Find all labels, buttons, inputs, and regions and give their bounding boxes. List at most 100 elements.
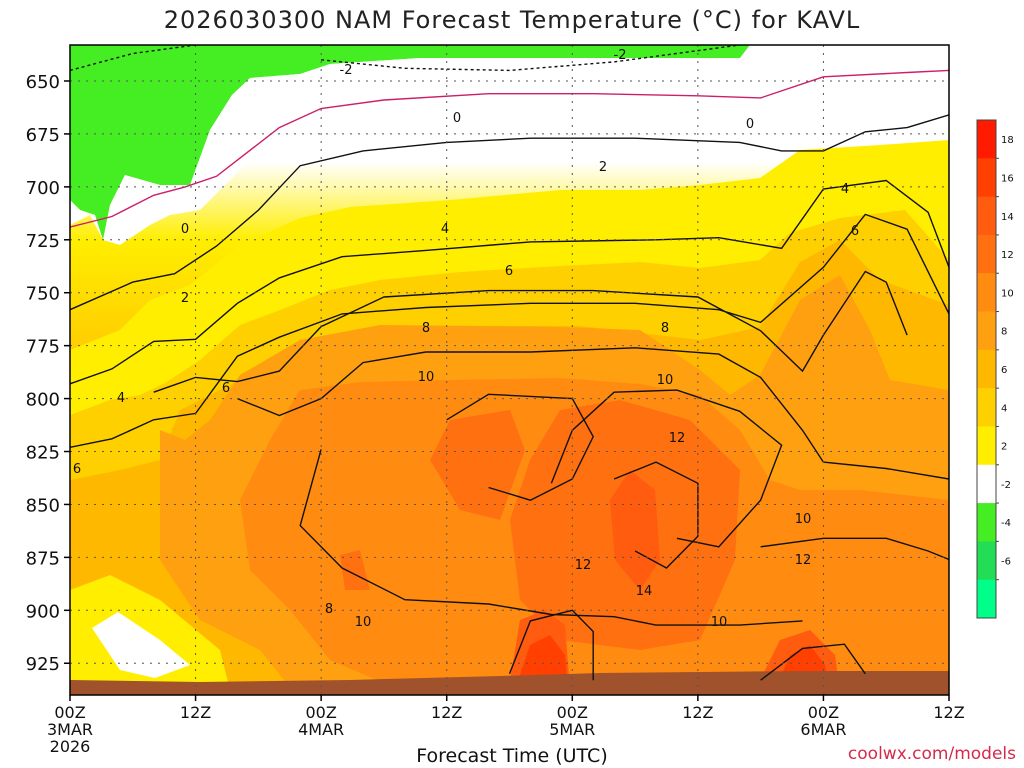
- y-tick-label: 850: [26, 495, 60, 516]
- x-tick-label: 00Z: [808, 703, 839, 722]
- contour-line-4: [70, 179, 949, 385]
- x-tick-date: 4MAR: [298, 720, 344, 739]
- plot-frame: [69, 44, 950, 696]
- contour-label: 6: [73, 462, 81, 477]
- contour-line-0: [70, 69, 949, 228]
- colorbar-label: 18: [1001, 135, 1014, 146]
- colorbar-swatch: [977, 579, 996, 619]
- y-tick-label: 750: [26, 284, 60, 305]
- contour-label: 6: [505, 264, 513, 279]
- colorbar-swatch: [977, 503, 996, 542]
- ground: [70, 671, 949, 695]
- colorbar-swatch: [977, 120, 996, 159]
- contour-label: 4: [117, 391, 125, 406]
- contour-line-2: [70, 114, 949, 311]
- cool-pocket: [70, 575, 230, 690]
- y-axis: 650 675 700 725 750 775 800 825 850 875 900 925: [26, 72, 70, 675]
- contour-line--2: [321, 45, 740, 72]
- warm-region-14a: [610, 470, 660, 590]
- y-tick-label: 700: [26, 178, 60, 199]
- contour-label: 8: [422, 321, 430, 336]
- contour-label: 10: [657, 373, 674, 388]
- contour-label: 6: [222, 381, 230, 396]
- colorbar-swatch: [977, 388, 996, 427]
- contour-line-12: [550, 389, 783, 548]
- y-tick-label: 800: [26, 390, 60, 411]
- colorbar-frame: [976, 119, 997, 619]
- x-tick-label: 12Z: [682, 703, 713, 722]
- y-tick-label: 925: [26, 654, 60, 675]
- colorbar-swatch: [977, 541, 996, 581]
- contour-label: 8: [661, 321, 669, 336]
- x-tick-label: 00Z: [305, 703, 336, 722]
- colorbar-label: -4: [1001, 518, 1011, 529]
- y-tick-label: 725: [26, 231, 60, 252]
- colorbar: 18 16 14 12 10 8 6 4 2 -2 -4 -6: [976, 119, 1014, 619]
- contour-line-14: [508, 609, 594, 681]
- contour-label: 12: [795, 553, 812, 568]
- warm-region-12c: [340, 550, 370, 590]
- contour-line-12: [760, 537, 949, 561]
- y-tick-label: 675: [26, 125, 60, 146]
- colorbar-label: 14: [1001, 212, 1014, 223]
- colorbar-swatch: [977, 158, 996, 198]
- contour-label: 12: [575, 558, 592, 573]
- contour-label: 10: [418, 370, 435, 385]
- contour-label: 0: [746, 117, 754, 132]
- contour-label: 8: [325, 602, 333, 617]
- colorbar-swatch: [977, 196, 996, 236]
- colorbar-swatch: [977, 273, 996, 313]
- x-axis-title: Forecast Time (UTC): [416, 745, 608, 767]
- colorbar-label: -2: [1001, 480, 1011, 491]
- cold-region: [70, 45, 750, 240]
- contour-label: 2: [599, 160, 607, 175]
- contour-label: 0: [181, 222, 189, 237]
- contour-label: 12: [669, 431, 686, 446]
- y-tick-label: 875: [26, 548, 60, 569]
- freezing-pocket: [92, 612, 190, 678]
- colorbar-swatch: [977, 311, 996, 351]
- chart-title: 2026030300 NAM Forecast Temperature (°C)…: [163, 6, 861, 34]
- colorbar-swatch: [977, 464, 996, 504]
- contour-line-8: [153, 270, 908, 393]
- contour-line-12: [446, 393, 594, 501]
- x-tick-label: 12Z: [180, 703, 211, 722]
- contour-label: -2: [614, 48, 627, 63]
- colorbar-label: 12: [1001, 250, 1014, 261]
- colorbar-label: 10: [1001, 288, 1014, 299]
- colorbar-swatch: [977, 349, 996, 389]
- y-tick-label: 900: [26, 601, 60, 622]
- colorbar-label: 8: [1001, 327, 1007, 338]
- contour-label: 6: [851, 224, 859, 239]
- colorbar-swatch: [977, 234, 996, 274]
- colorbar-swatch: [977, 426, 996, 466]
- colorbar-label: 6: [1001, 365, 1007, 376]
- x-tick-date: 3MAR: [47, 720, 93, 739]
- contour-line-6: [70, 213, 949, 448]
- colorbar-label: 4: [1001, 403, 1007, 414]
- x-tick-date: 5MAR: [549, 720, 595, 739]
- x-tick-label: 12Z: [933, 703, 964, 722]
- contour-label: 0: [453, 111, 461, 126]
- x-tick-label: 12Z: [431, 703, 462, 722]
- contour-line-10: [299, 449, 803, 626]
- contour-label: 10: [355, 615, 372, 630]
- subfreezing-white: [70, 45, 949, 245]
- contour-label: 4: [841, 182, 849, 197]
- x-tick-date: 6MAR: [800, 720, 846, 739]
- contour-label: 14: [636, 584, 653, 599]
- contour-label: -2: [340, 63, 353, 78]
- contour-labels: -2 -2 0 0 0 2 2 4 4 4 6 6 6 6 8 8 8 10 10 10 10 10 12 12 12 14: [73, 48, 859, 630]
- contour-label: 2: [181, 291, 189, 306]
- y-tick-label: 775: [26, 337, 60, 358]
- contour-label: 4: [441, 222, 449, 237]
- x-tick-year: 2026: [50, 737, 91, 756]
- contour-label: 10: [711, 615, 728, 630]
- warm-region-12a: [430, 410, 525, 520]
- source-credit[interactable]: coolwx.com/models: [847, 744, 1016, 764]
- y-tick-label: 825: [26, 443, 60, 464]
- temperature-field: [70, 45, 949, 695]
- colorbar-label: 2: [1001, 442, 1007, 453]
